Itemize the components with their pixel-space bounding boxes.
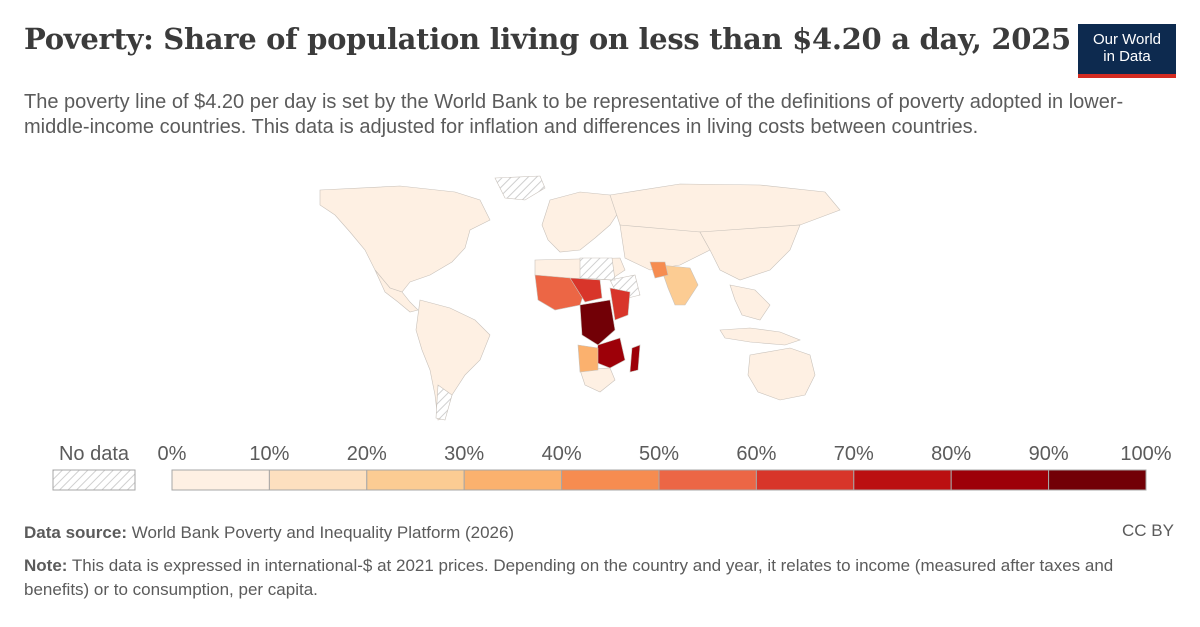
region-argentina-south	[435, 384, 453, 421]
legend-no-data-swatch	[52, 469, 136, 491]
legend-no-data-label: No data	[59, 443, 130, 465]
region-angola-namibia	[577, 344, 599, 373]
legend-tick-label: 60%	[736, 443, 776, 465]
legend-tick-label: 0%	[158, 443, 187, 465]
legend-bin-1[interactable]	[268, 469, 368, 491]
region-east-africa	[609, 287, 631, 321]
owid-logo[interactable]: Our World in Data	[1078, 24, 1176, 78]
legend-tick-label: 70%	[834, 443, 874, 465]
legend-bin-0[interactable]	[171, 469, 270, 491]
region-indonesia	[719, 327, 801, 346]
legend-bin-8[interactable]	[950, 469, 1050, 491]
note-text: This data is expressed in international-…	[24, 556, 1114, 599]
source-label: Data source:	[24, 523, 127, 542]
legend-bin-6[interactable]	[755, 469, 855, 491]
logo-line-1: Our World	[1092, 31, 1162, 48]
chart-subtitle: The poverty line of $4.20 per day is set…	[24, 91, 1124, 138]
data-source: Data source: World Bank Poverty and Ineq…	[24, 521, 1174, 545]
region-central-america	[374, 269, 419, 313]
region-sahel	[569, 277, 603, 303]
region-central-africa	[579, 299, 616, 346]
legend-tick-label: 20%	[347, 443, 387, 465]
region-australia	[747, 347, 816, 401]
chart-title: Poverty: Share of population living on l…	[24, 22, 1071, 56]
region-madagascar	[629, 344, 641, 373]
legend-bin-9[interactable]	[1048, 469, 1147, 491]
region-south-america	[415, 299, 491, 421]
region-north-asia	[609, 183, 841, 233]
source-text[interactable]: World Bank Poverty and Inequality Platfo…	[131, 523, 515, 542]
legend-tick-label: 30%	[444, 443, 484, 465]
world-map[interactable]	[280, 170, 940, 432]
region-north-america	[319, 185, 491, 293]
legend-tick-label: 40%	[542, 443, 582, 465]
logo-line-2: in Data	[1103, 48, 1151, 65]
region-greenland	[494, 175, 546, 201]
legend-tick-label: 10%	[249, 443, 289, 465]
legend-bin-3[interactable]	[463, 469, 563, 491]
region-southeast-asia	[729, 284, 771, 321]
region-pakistan	[649, 261, 669, 279]
legend-tick-label: 90%	[1029, 443, 1069, 465]
note: Note: This data is expressed in internat…	[24, 554, 1144, 602]
region-east-asia	[699, 224, 801, 281]
legend-bin-5[interactable]	[658, 469, 757, 491]
legend-tick-label: 100%	[1120, 443, 1171, 465]
region-libya-egypt	[579, 257, 616, 281]
region-south-africa	[579, 367, 616, 393]
note-label: Note:	[24, 556, 68, 575]
legend-bin-7[interactable]	[853, 469, 952, 491]
legend-tick-label: 50%	[639, 443, 679, 465]
region-india	[659, 264, 699, 306]
license[interactable]: CC BY	[1122, 521, 1174, 540]
color-legend: No data 0% 10% 20% 30% 40% 50% 60% 70% 80% 90% 100…	[52, 443, 1172, 491]
legend-tick-label: 80%	[931, 443, 971, 465]
region-europe	[541, 191, 621, 253]
legend-bin-4[interactable]	[561, 469, 660, 491]
legend-bin-2[interactable]	[366, 469, 465, 491]
